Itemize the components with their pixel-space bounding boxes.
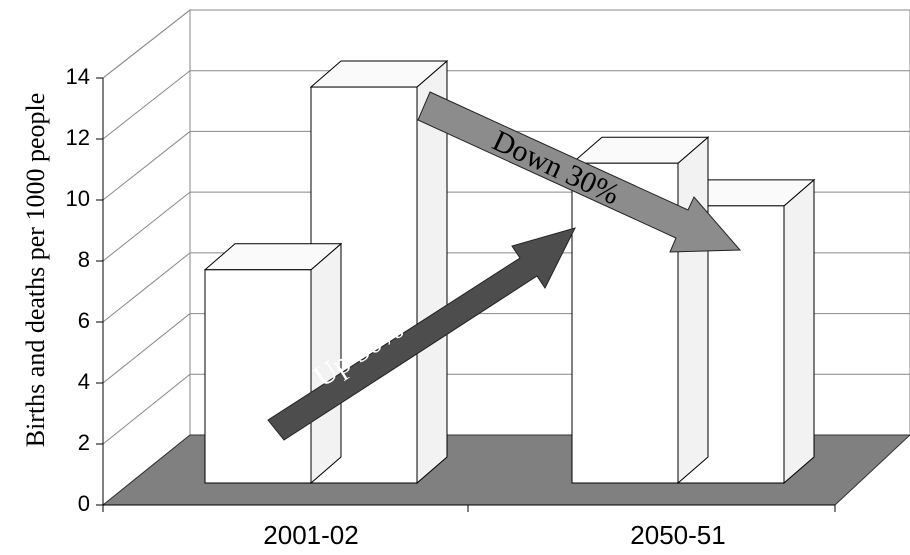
x-tick-label: 2050-51 — [630, 520, 725, 550]
bar — [204, 269, 312, 484]
grid-line — [102, 252, 191, 323]
bar-side — [677, 136, 709, 485]
grid-line — [102, 313, 191, 384]
down-arrow — [417, 91, 742, 253]
y-tick-label: 4 — [78, 369, 90, 394]
y-tick-label: 14 — [66, 64, 90, 89]
side-wall — [102, 8, 191, 507]
y-tick-label: 10 — [66, 186, 90, 211]
grid-line — [102, 191, 191, 262]
grid-line — [102, 70, 191, 140]
grid-line — [102, 9, 191, 79]
y-tick-label: 6 — [78, 308, 90, 333]
y-tick-label: 2 — [78, 430, 90, 455]
x-tick-label: 2001-02 — [263, 520, 358, 550]
bar-side — [783, 178, 815, 485]
y-tick-label: 0 — [78, 491, 90, 516]
y-tick-label: 8 — [78, 247, 90, 272]
up-arrow — [267, 227, 576, 441]
grid-line — [102, 131, 191, 201]
y-tick-label: 12 — [66, 125, 90, 150]
y-axis-label: Births and deaths per 1000 people — [21, 93, 50, 448]
grid-line — [102, 373, 191, 445]
